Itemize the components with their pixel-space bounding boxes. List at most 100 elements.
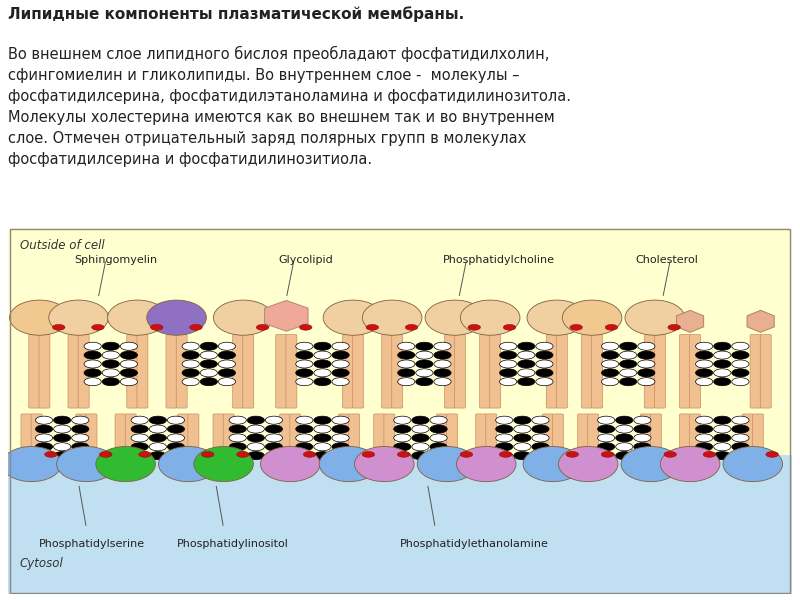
FancyBboxPatch shape <box>392 335 402 408</box>
Circle shape <box>131 416 148 424</box>
Circle shape <box>102 360 119 368</box>
Circle shape <box>229 425 246 433</box>
Text: Phosphatidylserine: Phosphatidylserine <box>39 539 146 549</box>
Circle shape <box>200 369 218 377</box>
Circle shape <box>247 416 265 424</box>
Circle shape <box>229 443 246 451</box>
Circle shape <box>532 425 549 433</box>
FancyBboxPatch shape <box>342 335 354 408</box>
Circle shape <box>460 451 473 457</box>
Circle shape <box>416 351 433 359</box>
FancyBboxPatch shape <box>78 335 89 408</box>
Ellipse shape <box>523 446 582 482</box>
Circle shape <box>84 377 102 386</box>
Circle shape <box>398 451 410 457</box>
Circle shape <box>499 369 517 377</box>
Circle shape <box>732 342 749 350</box>
Circle shape <box>149 443 166 451</box>
Circle shape <box>332 416 349 424</box>
Circle shape <box>131 425 148 433</box>
Circle shape <box>332 425 349 433</box>
FancyBboxPatch shape <box>446 414 458 447</box>
Circle shape <box>182 351 199 359</box>
Circle shape <box>314 443 331 451</box>
Circle shape <box>514 452 531 460</box>
Ellipse shape <box>49 300 108 335</box>
Circle shape <box>218 369 235 377</box>
Circle shape <box>131 452 148 460</box>
Circle shape <box>634 452 651 460</box>
Circle shape <box>200 377 218 386</box>
Circle shape <box>84 351 102 359</box>
Ellipse shape <box>323 300 382 335</box>
Circle shape <box>703 451 716 457</box>
Circle shape <box>35 416 53 424</box>
Circle shape <box>398 360 415 368</box>
Circle shape <box>296 360 313 368</box>
Circle shape <box>468 325 481 330</box>
FancyBboxPatch shape <box>29 335 40 408</box>
Circle shape <box>714 360 731 368</box>
Circle shape <box>120 360 138 368</box>
Circle shape <box>499 377 517 386</box>
Circle shape <box>182 369 199 377</box>
Circle shape <box>266 452 282 460</box>
Circle shape <box>332 452 349 460</box>
Circle shape <box>695 416 713 424</box>
Circle shape <box>732 443 749 451</box>
Circle shape <box>518 377 535 386</box>
Circle shape <box>35 452 53 460</box>
Circle shape <box>120 377 138 386</box>
Circle shape <box>84 342 102 350</box>
Circle shape <box>296 443 313 451</box>
FancyBboxPatch shape <box>742 414 753 447</box>
Circle shape <box>266 434 282 442</box>
Circle shape <box>430 434 447 442</box>
Ellipse shape <box>562 300 622 335</box>
Circle shape <box>332 377 349 386</box>
Ellipse shape <box>214 300 273 335</box>
Circle shape <box>416 360 433 368</box>
FancyBboxPatch shape <box>582 335 593 408</box>
FancyBboxPatch shape <box>690 414 701 447</box>
Ellipse shape <box>362 300 422 335</box>
Circle shape <box>202 451 214 457</box>
Circle shape <box>182 377 199 386</box>
FancyBboxPatch shape <box>690 335 701 408</box>
FancyBboxPatch shape <box>437 414 447 447</box>
Circle shape <box>299 325 312 330</box>
Circle shape <box>332 369 349 377</box>
Circle shape <box>366 325 378 330</box>
Circle shape <box>518 351 535 359</box>
Circle shape <box>167 443 185 451</box>
Circle shape <box>296 369 313 377</box>
Circle shape <box>54 434 70 442</box>
Circle shape <box>149 416 166 424</box>
Circle shape <box>398 342 415 350</box>
Circle shape <box>296 342 313 350</box>
Ellipse shape <box>723 446 782 482</box>
Circle shape <box>394 452 411 460</box>
Circle shape <box>518 342 535 350</box>
FancyBboxPatch shape <box>654 335 666 408</box>
Circle shape <box>167 452 185 460</box>
Circle shape <box>619 351 637 359</box>
Circle shape <box>732 452 749 460</box>
Circle shape <box>619 360 637 368</box>
Circle shape <box>190 325 202 330</box>
Circle shape <box>182 360 199 368</box>
FancyBboxPatch shape <box>542 414 554 447</box>
FancyBboxPatch shape <box>750 335 761 408</box>
Circle shape <box>714 351 731 359</box>
FancyBboxPatch shape <box>178 414 189 447</box>
Circle shape <box>499 351 517 359</box>
Circle shape <box>430 452 447 460</box>
FancyBboxPatch shape <box>243 335 254 408</box>
Circle shape <box>314 342 331 350</box>
FancyBboxPatch shape <box>21 414 32 447</box>
Circle shape <box>638 351 655 359</box>
Circle shape <box>536 369 553 377</box>
FancyBboxPatch shape <box>592 335 602 408</box>
Text: Во внешнем слое липидного бислоя преобладают фосфатидилхолин,
сфингомиелин и гли: Во внешнем слое липидного бислоя преобла… <box>8 46 571 167</box>
Circle shape <box>394 416 411 424</box>
